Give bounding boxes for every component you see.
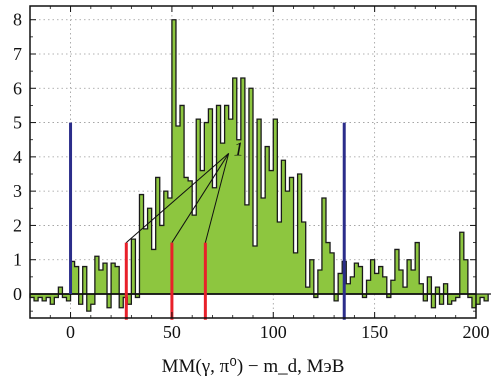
y-tick-label-2: 2 [13, 215, 22, 235]
axis-ticks: 0 50 100 150 200 0 1 2 3 4 5 6 7 8 [13, 6, 490, 342]
x-tick-label-2: 100 [260, 322, 287, 342]
y-tick-label-6: 6 [13, 78, 22, 98]
annotation-label: 1 [234, 138, 244, 160]
y-tick-label-8: 8 [13, 10, 22, 30]
vertical-markers [69, 122, 346, 320]
histogram-bars [29, 19, 491, 312]
y-tick-label-5: 5 [13, 113, 22, 133]
y-tick-label-3: 3 [13, 181, 22, 201]
annotation-leader-0 [125, 153, 230, 243]
annotation: 1 [125, 138, 244, 243]
y-tick-label-4: 4 [13, 147, 22, 167]
x-tick-label-1: 50 [163, 322, 181, 342]
y-tick-label-7: 7 [13, 44, 22, 64]
x-axis-title: MM(γ, π⁰) − m_d, МэВ [162, 356, 345, 377]
x-tick-label-4: 200 [463, 322, 490, 342]
x-tick-label-0: 0 [66, 322, 75, 342]
y-tick-label-0: 0 [13, 284, 22, 304]
annotation-leader-2 [204, 153, 230, 243]
annotation-leader-1 [171, 153, 230, 243]
y-tick-label-1: 1 [13, 250, 22, 270]
x-tick-label-3: 150 [361, 322, 388, 342]
